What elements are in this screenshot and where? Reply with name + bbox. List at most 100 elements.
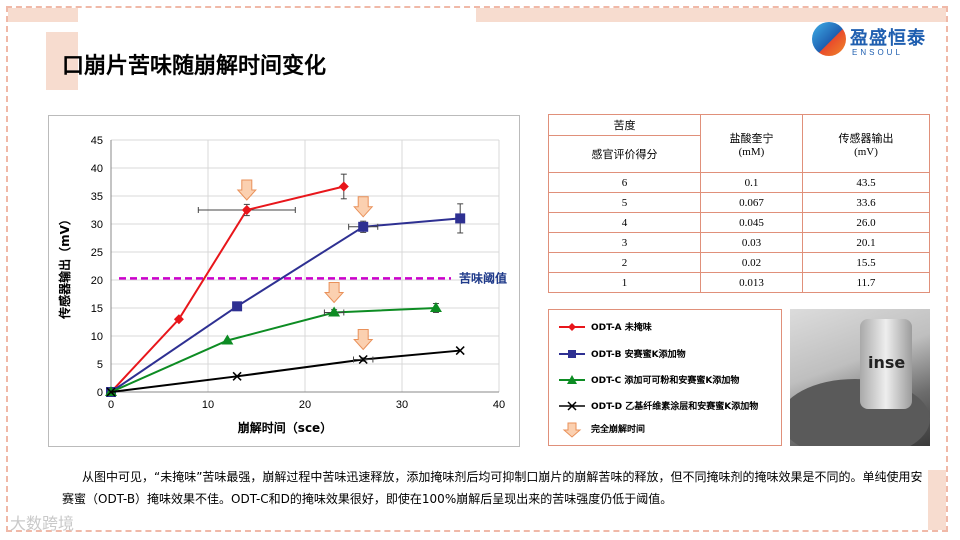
legend-label: 完全崩解时间 [591,425,646,435]
y-tick-label: 45 [91,135,103,147]
table-row: 4 0.045 26.0 [548,212,931,233]
table-row: 3 0.03 20.1 [548,232,931,253]
threshold-label: 苦味阈值 [459,270,507,285]
logo-mark-icon [812,22,846,56]
table-header-bitterness: 苦度 [548,114,701,136]
y-tick-label: 25 [91,247,103,259]
legend-label: ODT-C 添加可可粉和安赛蜜K添加物 [591,376,740,386]
series-line [110,185,345,393]
table-cell: 0.03 [699,232,803,253]
data-point-diamond [338,181,349,192]
table-cell: 26.0 [801,212,931,233]
bitterness-table: 苦度 盐酸奎宁 (mM) 传感器输出 (mV) 感官评价得分 6 0.1 43.5 … [548,114,931,293]
table-cell: 11.7 [801,272,931,293]
table-header-quinine-unit: (mM) [738,145,765,158]
legend-label: ODT-A 未掩味 [591,323,652,333]
series-line [110,217,461,393]
data-point-triangle [328,306,341,317]
legend-label: ODT-B 安赛蜜K添加物 [591,350,686,360]
series-line [110,349,461,393]
data-point-diamond [173,314,184,325]
table-cell: 5 [548,192,701,213]
y-axis-label: 传感器输出（mV） [57,213,72,320]
table-row: 2 0.02 15.5 [548,252,931,273]
data-point-x [455,346,465,356]
data-point-square [358,221,369,232]
y-tick-label: 5 [97,359,103,371]
table-row: 1 0.013 11.7 [548,272,931,293]
y-tick-label: 0 [97,387,103,399]
x-axis-label: 崩解时间（sce） [238,420,332,435]
legend-label: ODT-D 乙基纤维素涂层和安赛蜜K添加物 [591,402,759,412]
data-point-x [358,354,368,365]
disintegration-arrow-icon [353,196,374,218]
page-title: 口崩片苦味随崩解时间变化 [62,54,327,79]
page-frame [6,6,948,532]
table-cell: 6 [548,172,701,193]
title-accent-bar [46,32,78,90]
legend-arrow-icon [562,422,582,438]
x-tick-label: 0 [108,399,114,411]
table-row: 6 0.1 43.5 [548,172,931,193]
table-cell: 2 [548,252,701,273]
y-tick-label: 15 [91,303,103,315]
table-cell: 3 [548,232,701,253]
data-point-triangle [221,334,234,345]
data-point-diamond [241,205,252,215]
chart-svg: 0 5 10 15 20 25 30 35 40 45 0 10 20 30 40 崩解时间（sce） 传感器输… [57,135,507,435]
instrument-photo: inse [790,309,930,446]
table-cell: 0.045 [699,212,803,233]
table-cell: 43.5 [801,172,931,193]
company-logo: 盈盛恒泰 ENSOUL [812,22,932,64]
y-tick-label: 30 [91,219,103,231]
disintegration-arrow-icon [323,281,345,304]
table-header-sensor-label: 传感器输出 [838,131,894,145]
corner-decoration-right [476,8,946,22]
data-point-x [106,387,116,397]
y-tick-label: 35 [91,191,103,203]
series-line [110,307,436,393]
legend-marker-square-icon [559,350,585,358]
table-header-sensory-score: 感官评价得分 [548,135,701,173]
table-header-sensor: 传感器输出 (mV) [801,114,931,173]
table-row: 5 0.067 33.6 [548,192,931,213]
table-cell: 15.5 [801,252,931,273]
data-point-square [232,301,243,312]
table-cell: 1 [548,272,701,293]
legend-marker-triangle-icon [559,375,585,384]
data-point-triangle [429,302,442,312]
table-cell: 0.1 [699,172,803,193]
table-header-sensor-unit: (mV) [854,145,878,158]
y-tick-label: 40 [91,163,103,175]
table-header-quinine: 盐酸奎宁 (mM) [699,114,803,173]
table-cell: 4 [548,212,701,233]
watermark: 大数跨境 [10,514,75,533]
corner-decoration-bottom [928,470,946,530]
x-tick-label: 30 [396,399,408,411]
logo-text-cn: 盈盛恒泰 [850,28,926,49]
table-cell: 20.1 [801,232,931,253]
legend-marker-diamond-icon [559,323,585,331]
y-tick-label: 10 [91,331,103,343]
disintegration-arrow-icon [353,329,374,351]
y-tick-label: 20 [91,275,103,287]
conclusion-paragraph: 从图中可见，“未掩味”苦味最强，崩解过程中苦味迅速释放，添加掩味剂后均可抑制口崩… [62,466,928,510]
data-point-square [455,213,466,224]
table-cell: 0.013 [699,272,803,293]
conclusion-text: 从图中可见，“未掩味”苦味最强，崩解过程中苦味迅速释放，添加掩味剂后均可抑制口崩… [62,470,923,506]
table-cell: 33.6 [801,192,931,213]
x-tick-label: 40 [493,399,505,411]
x-tick-label: 10 [202,399,214,411]
bitterness-chart: 0 5 10 15 20 25 30 35 40 45 0 10 20 30 40 崩解时间（sce） 传感器输… [48,115,520,447]
table-header-quinine-label: 盐酸奎宁 [729,131,774,145]
photo-text: inse [868,353,906,372]
corner-decoration-left [8,8,78,22]
x-tick-label: 20 [299,399,311,411]
legend-marker-x-icon [559,401,585,411]
disintegration-arrow-icon [236,179,257,201]
photo-drum [860,319,912,409]
table-cell: 0.067 [699,192,803,213]
chart-legend: ODT-A 未掩味 ODT-B 安赛蜜K添加物 ODT-C 添加可可粉和安赛蜜K… [548,309,782,446]
logo-text-en: ENSOUL [852,48,903,57]
table-cell: 0.02 [699,252,803,273]
